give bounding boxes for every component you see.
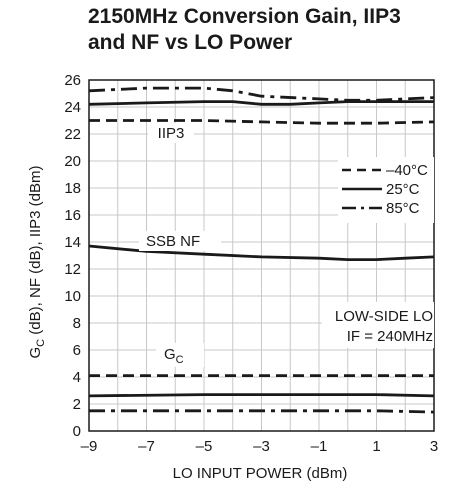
gc-label: GC [164, 346, 184, 366]
series-line-gc-dashdot [89, 409, 435, 414]
plot-frame [88, 79, 435, 432]
ssbnf-label: SSB NF [146, 233, 200, 250]
chart-title-line-1: 2150MHz Conversion Gain, IIP3 [88, 5, 401, 28]
y-tick-label: 20 [64, 153, 81, 170]
x-tick-label: 1 [372, 438, 380, 455]
x-tick-label: –1 [311, 438, 328, 455]
y-tick-label: 4 [73, 369, 81, 386]
y-tick-label: 24 [64, 99, 81, 116]
legend-label-25: 25°C [386, 181, 420, 198]
y-tick-label: 18 [64, 180, 81, 197]
y-axis-label-rest: (dB), NF (dB), IIP3 (dBm) [27, 166, 44, 339]
y-axis-label-g: G [27, 347, 44, 359]
series-line-iip3-dashdot [88, 86, 435, 102]
y-tick-label: 0 [73, 423, 81, 440]
x-tick-labels: –9 –7 –5 –3 –1 1 3 [81, 438, 439, 455]
x-axis-label: LO INPUT POWER (dBm) [173, 465, 348, 482]
x-tick-label: –3 [253, 438, 270, 455]
gc-label-sub: C [176, 354, 184, 366]
y-tick-label: 16 [64, 207, 81, 224]
y-tick-label: 8 [73, 315, 81, 332]
legend-label-85: 85°C [386, 200, 420, 217]
x-tick-label: –7 [138, 438, 155, 455]
y-tick-label: 14 [64, 234, 81, 251]
lowside-label-mask [322, 302, 434, 348]
series-lines [88, 86, 435, 414]
y-tick-label: 12 [64, 261, 81, 278]
iip3-label: IIP3 [158, 125, 185, 142]
series-line-iip3-solid [88, 100, 434, 106]
series-line-iip3-dashed [89, 119, 435, 125]
x-tick-label: –9 [81, 438, 98, 455]
y-tick-label: 26 [64, 72, 81, 89]
series-line-gc-solid [88, 393, 435, 398]
y-axis-label: GC (dB), NF (dB), IIP3 (dBm) [27, 166, 47, 359]
lowside-label-line-1: LOW-SIDE LO [335, 308, 433, 325]
x-tick-label: 3 [430, 438, 438, 455]
chart-title: 2150MHz Conversion Gain, IIP3 and NF vs … [88, 4, 448, 56]
ssbnf-label-mask [139, 231, 221, 251]
lowside-label-line-2: IF = 240MHz [347, 328, 433, 345]
y-tick-label: 10 [64, 288, 81, 305]
y-tick-label: 6 [73, 342, 81, 359]
y-axis-label-sub: C [35, 339, 47, 347]
gc-label-mask [156, 343, 204, 367]
y-tick-label: 22 [64, 126, 81, 143]
series-line-ssb-nf-solid [88, 244, 435, 261]
iip3-label-mask [148, 123, 194, 143]
legend-label-minus40: –40°C [386, 162, 428, 179]
y-tick-label: 2 [73, 396, 81, 413]
legend: –40°C 25°C 85°C [338, 157, 434, 223]
x-tick-label: –5 [196, 438, 213, 455]
gc-label-g: G [164, 346, 176, 363]
chart-title-line-2: and NF vs LO Power [88, 31, 293, 54]
